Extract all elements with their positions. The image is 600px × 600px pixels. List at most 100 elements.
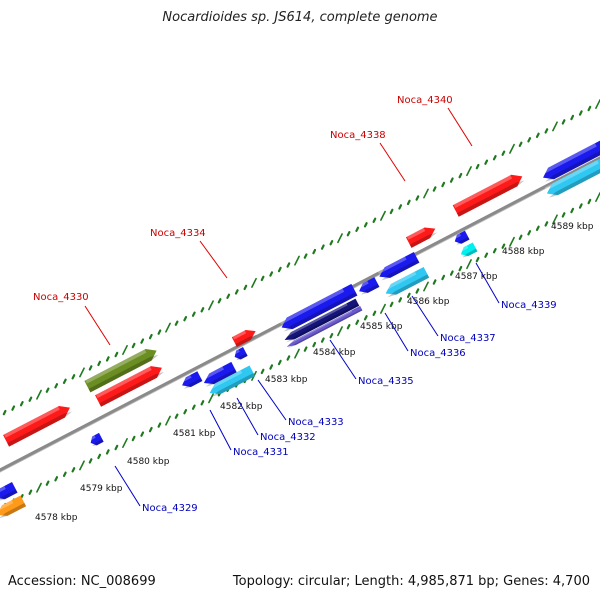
gene-label-leader [379, 142, 406, 182]
minor-tick [372, 310, 377, 316]
gene-forward-red-a-highlight [3, 406, 60, 438]
major-tick [466, 259, 472, 270]
major-tick [79, 460, 85, 471]
gene-forward-red-c[interactable] [231, 326, 258, 348]
minor-tick [561, 119, 566, 125]
gene-reverse-blue-g[interactable] [357, 277, 380, 296]
gene-reverse-lightblue-b[interactable] [383, 266, 430, 299]
minor-tick [561, 212, 566, 218]
minor-tick [449, 270, 454, 276]
gene-label[interactable]: Noca_4338 [330, 130, 386, 141]
gene-label[interactable]: Noca_4332 [260, 432, 316, 443]
major-tick [36, 389, 42, 400]
gene-label-leader [475, 262, 500, 304]
gene-label[interactable]: Noca_4329 [142, 503, 198, 514]
gene-reverse-darkblue-shade [285, 303, 360, 343]
gene-reverse-lightblue-c-shade [549, 163, 600, 198]
gene-forward-red-e-body [452, 174, 523, 217]
gene-forward-red-d-shade [409, 232, 438, 248]
gene-label[interactable]: Noca_4333 [288, 417, 344, 428]
major-tick [337, 326, 343, 337]
gene-forward-red-d[interactable] [405, 223, 438, 248]
minor-tick [544, 128, 549, 134]
gene-reverse-blue-i-body [454, 230, 470, 244]
gene-label[interactable]: Noca_4340 [397, 95, 453, 106]
gene-reverse-blue-i[interactable] [452, 230, 470, 246]
gene-label[interactable]: Noca_4330 [33, 292, 89, 303]
gene-reverse-blue-b[interactable] [88, 432, 104, 447]
gene-label[interactable]: Noca_4337 [440, 333, 496, 344]
major-tick [294, 255, 300, 266]
gene-forward-red-b-body [95, 366, 162, 407]
gene-reverse-blue-c[interactable] [180, 371, 203, 390]
minor-tick [535, 225, 540, 231]
gene-reverse-lightblue-a[interactable] [207, 365, 256, 399]
minor-tick [183, 316, 188, 322]
gene-forward-red-b[interactable] [95, 362, 165, 407]
major-tick [466, 166, 472, 177]
gene-reverse-blue-f[interactable] [279, 283, 358, 333]
gene-forward-olive-body [84, 348, 157, 393]
minor-tick [518, 234, 523, 240]
gene-label[interactable]: Noca_4339 [501, 300, 557, 311]
minor-tick [363, 222, 368, 228]
minor-tick [286, 262, 291, 268]
accession-text: Accession: NC_008699 [8, 574, 156, 589]
minor-tick [191, 311, 196, 317]
gene-reverse-blue-d-shade [205, 369, 237, 387]
gene-reverse-purple-highlight [286, 310, 352, 346]
minor-tick [54, 476, 59, 482]
gene-reverse-blue-e-highlight [233, 349, 240, 355]
minor-tick [45, 480, 50, 486]
map-title: Nocardioides sp. JS614, complete genome [162, 10, 438, 25]
gene-reverse-orange-highlight [0, 500, 14, 512]
minor-tick [355, 226, 360, 232]
gene-reverse-blue-e[interactable] [232, 346, 248, 361]
gene-reverse-lightblue-a-highlight [207, 370, 243, 391]
gene-reverse-lightblue-c[interactable] [544, 155, 600, 199]
gene-reverse-purple[interactable] [286, 305, 363, 349]
gene-forward-red-a[interactable] [3, 402, 73, 447]
gene-label[interactable]: Noca_4336 [410, 348, 466, 359]
major-tick [595, 192, 600, 202]
gene-forward-olive[interactable] [84, 345, 159, 393]
minor-tick [97, 360, 102, 367]
kbp-label: 4581 kbp [173, 429, 216, 439]
minor-tick [415, 195, 420, 201]
gene-label[interactable]: Noca_4335 [358, 376, 414, 387]
major-tick [294, 348, 300, 359]
gene-reverse-blue-c-body [182, 371, 203, 387]
minor-tick [441, 181, 446, 188]
gene-reverse-blue-a[interactable] [0, 482, 18, 503]
minor-tick [527, 230, 532, 236]
kbp-label: 4585 kbp [360, 322, 403, 332]
minor-tick [234, 289, 239, 295]
minor-tick [355, 319, 360, 325]
gene-reverse-orange[interactable] [0, 495, 27, 520]
minor-tick [19, 401, 24, 407]
gene-forward-red-e[interactable] [452, 171, 526, 217]
gene-label[interactable]: Noca_4331 [233, 447, 289, 458]
minor-tick [71, 467, 76, 473]
gene-label[interactable]: Noca_4334 [150, 228, 206, 239]
minor-tick [174, 413, 179, 419]
gene-forward-olive-shade [88, 354, 159, 393]
gene-reverse-blue-j[interactable] [540, 138, 600, 184]
major-tick [595, 99, 600, 109]
gene-label-leader [329, 339, 357, 380]
gene-reverse-blue-h[interactable] [377, 251, 420, 282]
gene-reverse-blue-i-shade [456, 236, 470, 245]
minor-tick [320, 244, 325, 250]
gene-reverse-darkblue[interactable] [283, 298, 360, 344]
minor-tick [329, 240, 334, 246]
major-tick [423, 281, 429, 292]
minor-tick [243, 284, 248, 291]
gene-reverse-blue-d[interactable] [201, 361, 237, 388]
gene-label-leader [411, 295, 439, 337]
gene-reverse-cyan[interactable] [459, 242, 478, 258]
minor-tick [148, 333, 153, 340]
gene-forward-red-c-body [231, 330, 256, 348]
gene-reverse-cyan-body [460, 242, 478, 257]
minor-tick [587, 105, 592, 112]
